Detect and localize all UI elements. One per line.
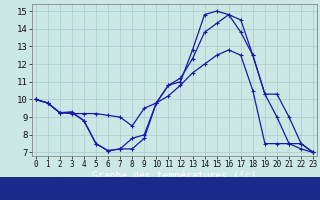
X-axis label: Graphe des températures (°c): Graphe des températures (°c) [92,171,257,181]
